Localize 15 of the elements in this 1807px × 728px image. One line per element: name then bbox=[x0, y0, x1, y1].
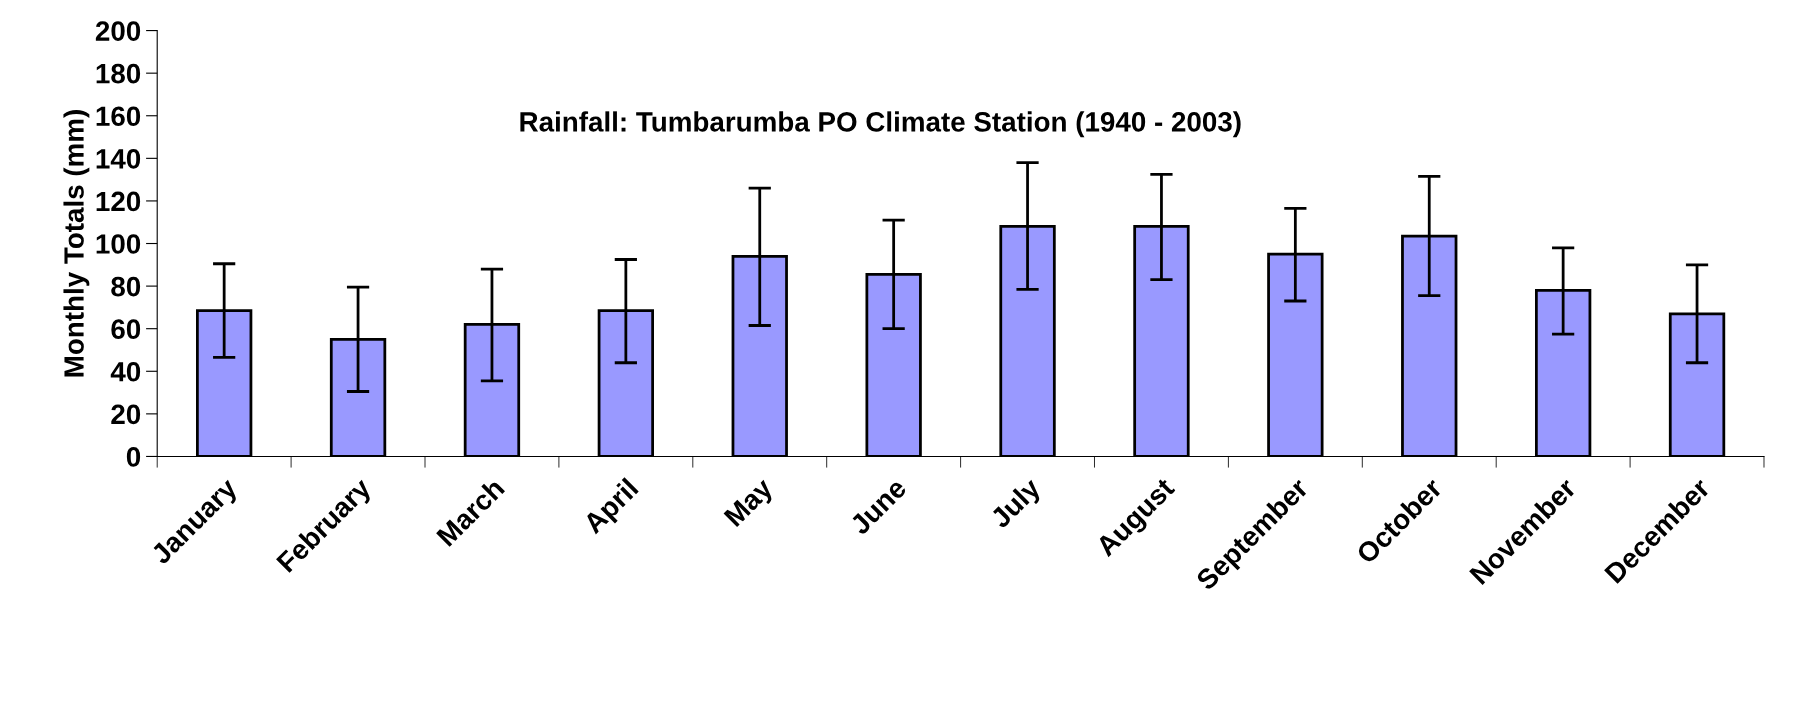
y-tick-label: 0 bbox=[126, 447, 141, 467]
y-tick-label: 60 bbox=[111, 319, 141, 340]
y-tick-label: 100 bbox=[96, 234, 141, 254]
y-tick-label: 180 bbox=[96, 63, 141, 84]
y-axis-title: Monthly Totals (mm) bbox=[63, 110, 90, 377]
y-tick-label: 20 bbox=[111, 404, 141, 425]
y-tick-label: 40 bbox=[110, 361, 141, 382]
x-tick-label: May bbox=[723, 476, 778, 532]
y-tick-label: 120 bbox=[96, 191, 141, 212]
y-tick-label: 80 bbox=[111, 276, 141, 297]
x-tick-label: July bbox=[988, 476, 1046, 534]
y-tick-label: 160 bbox=[96, 106, 141, 127]
y-tick-label: 140 bbox=[96, 149, 141, 169]
text: Rainfall: Tumbarumba PO Climate Station (1940 - 2003) bbox=[520, 111, 1241, 138]
y-tick-label: 200 bbox=[95, 21, 141, 41]
